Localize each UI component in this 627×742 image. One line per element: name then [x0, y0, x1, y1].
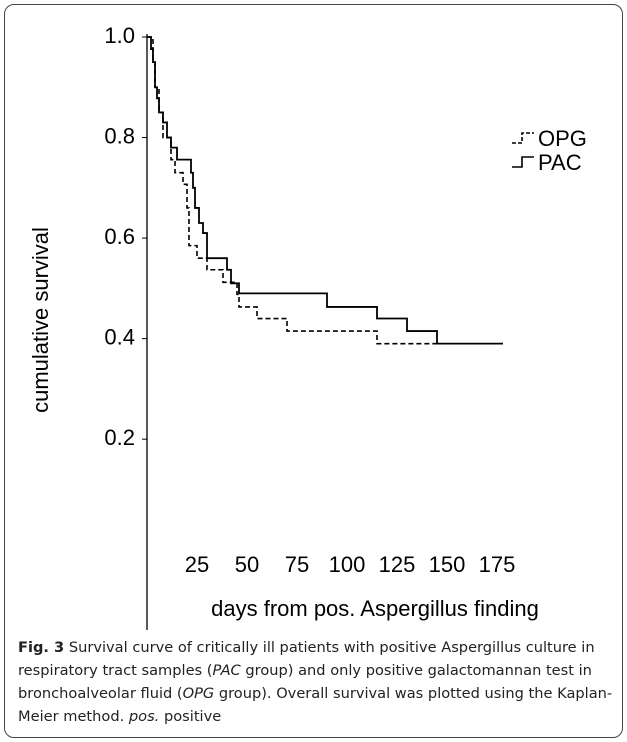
y-tick-label: 1.0 [104, 23, 135, 48]
legend-symbol [512, 156, 534, 168]
x-tick-label: 100 [329, 552, 366, 577]
x-tick-label: 125 [379, 552, 416, 577]
caption-text: OPG [182, 685, 215, 702]
x-tick-label: 50 [235, 552, 259, 577]
x-axis-label: days from pos. Aspergillus finding [211, 596, 539, 621]
legend-symbol [512, 132, 534, 144]
legend-label: OPG [538, 126, 587, 151]
caption-text: group) and only positive galactomannan t… [18, 662, 592, 702]
y-tick-label: 0.4 [104, 324, 135, 349]
y-tick-label: 0.6 [104, 224, 135, 249]
caption-text: Survival curve of critically ill patient… [18, 639, 595, 679]
y-tick-label: 0.8 [104, 123, 135, 148]
caption: Fig. 3 Survival curve of critically ill … [18, 636, 616, 728]
caption-label: Fig. 3 [18, 639, 65, 656]
caption-text: pos. [128, 708, 160, 725]
figure-frame [4, 4, 623, 738]
x-tick-label: 175 [479, 552, 516, 577]
caption-text: PAC [212, 662, 241, 679]
survival-line [147, 36, 437, 345]
x-tick-label: 75 [285, 552, 309, 577]
x-tick-label: 150 [429, 552, 466, 577]
y-tick-label: 0.2 [104, 425, 135, 450]
legend-label: PAC [538, 150, 582, 175]
x-tick-label: 25 [185, 552, 209, 577]
y-axis-label: cumulative survival [28, 227, 53, 413]
survival-line [147, 36, 503, 345]
chart: cumulative survival days from pos. Asper… [28, 23, 587, 630]
caption-text: positive [159, 708, 222, 725]
caption-text: group). Overall survival was plotted usi… [18, 685, 613, 725]
